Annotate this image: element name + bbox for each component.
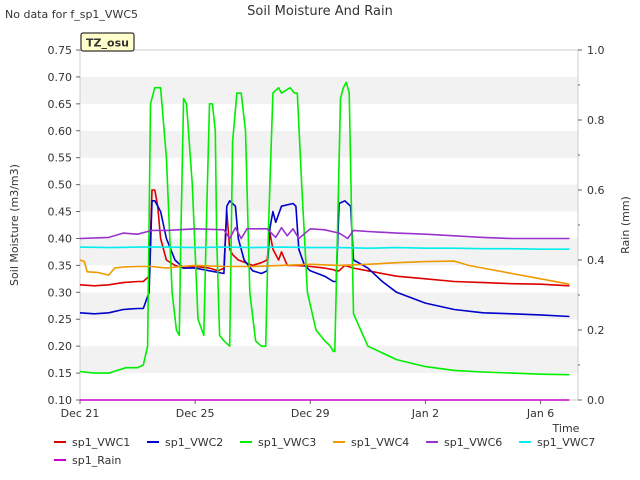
station-badge: TZ_osu [80,32,135,52]
grid-band [80,211,578,239]
x-axis-ticks: Dec 21 Dec 25 Dec 29 Jan 2 Jan 6 [61,400,554,420]
chart-title: Soil Moisture And Rain [247,4,393,19]
legend-label: sp1_Rain [72,454,121,467]
y2-axis-ticks: 0.0 0.2 0.4 0.6 0.8 1.0 [578,44,605,407]
grid-band [80,130,578,158]
y-tick-label: 0.20 [48,340,73,353]
badge-box [80,32,135,52]
y-tick-label: 0.45 [48,206,73,219]
legend-item-sp1-rain: sp1_Rain [54,454,121,467]
legend-label: sp1_VWC3 [258,436,316,449]
grid-band [80,319,578,347]
x-tick-label: Dec 21 [61,407,100,420]
x-tick-label: Dec 29 [291,407,330,420]
grid-band [80,346,578,374]
y-tick-label: 0.10 [48,394,73,407]
legend-item-sp1-vwc2: sp1_VWC2 [147,436,223,449]
y-tick-label: 0.40 [48,232,73,245]
legend-label: sp1_VWC1 [72,436,130,449]
legend-label: sp1_VWC6 [444,436,502,449]
x-tick-label: Dec 25 [176,407,215,420]
series-lines [79,81,570,401]
y-tick-label: 0.15 [48,367,73,380]
series-line-sp1-vwc2 [79,200,570,318]
series-line-sp1-vwc7 [79,246,570,250]
y-tick-label: 0.35 [48,259,73,272]
series-line-sp1-vwc6 [79,226,570,240]
grid-band [80,373,578,400]
x-tick-label: Jan 6 [526,407,554,420]
legend-label: sp1_VWC7 [537,436,595,449]
legend-item-sp1-vwc4: sp1_VWC4 [333,436,409,449]
x-tick-label: Jan 2 [411,407,439,420]
no-data-note: No data for f_sp1_VWC5 [5,8,138,21]
y-tick-label: 0.60 [48,125,73,138]
y-tick-label: 0.75 [48,44,73,57]
legend-item-sp1-vwc6: sp1_VWC6 [426,436,502,449]
grid-band [80,50,578,77]
y-axis-label: Soil Moisture (m3/m3) [8,164,21,286]
legend-label: sp1_VWC2 [165,436,223,449]
legend: sp1_VWC1 sp1_VWC2 sp1_VWC3 sp1_VWC4 sp1_VWC6… [54,436,595,467]
y-tick-label: 0.30 [48,286,73,299]
grid-band [80,292,578,320]
series-line-sp1-vwc4 [79,259,570,285]
badge-label: TZ_osu [86,37,129,50]
y-tick-label: 0.55 [48,152,73,165]
y2-tick-label: 0.0 [587,394,605,407]
grid-band [80,103,578,131]
y2-tick-label: 1.0 [587,44,605,57]
y2-axis-label: Rain (mm) [619,196,632,254]
grid-band [80,157,578,185]
y-tick-label: 0.65 [48,98,73,111]
y2-tick-label: 0.4 [587,254,605,267]
y-tick-label: 0.50 [48,179,73,192]
y-tick-label: 0.70 [48,71,73,84]
grid-band [80,76,578,104]
x-axis-label: Time [552,422,580,435]
plot-background-bands [79,49,579,401]
legend-label: sp1_VWC4 [351,436,409,449]
y-tick-label: 0.25 [48,313,73,326]
grid-band [80,184,578,212]
y-axis-ticks: 0.10 0.15 0.20 0.25 0.30 0.35 0.40 0.45 0.50 0.55… [48,44,80,407]
y2-tick-label: 0.2 [587,324,605,337]
y2-tick-label: 0.8 [587,114,605,127]
y2-tick-label: 0.6 [587,184,605,197]
legend-item-sp1-vwc7: sp1_VWC7 [519,436,595,449]
series-line-sp1-vwc3 [79,81,570,376]
grid-band [80,238,578,266]
legend-item-sp1-vwc3: sp1_VWC3 [240,436,316,449]
legend-item-sp1-vwc1: sp1_VWC1 [54,436,130,449]
